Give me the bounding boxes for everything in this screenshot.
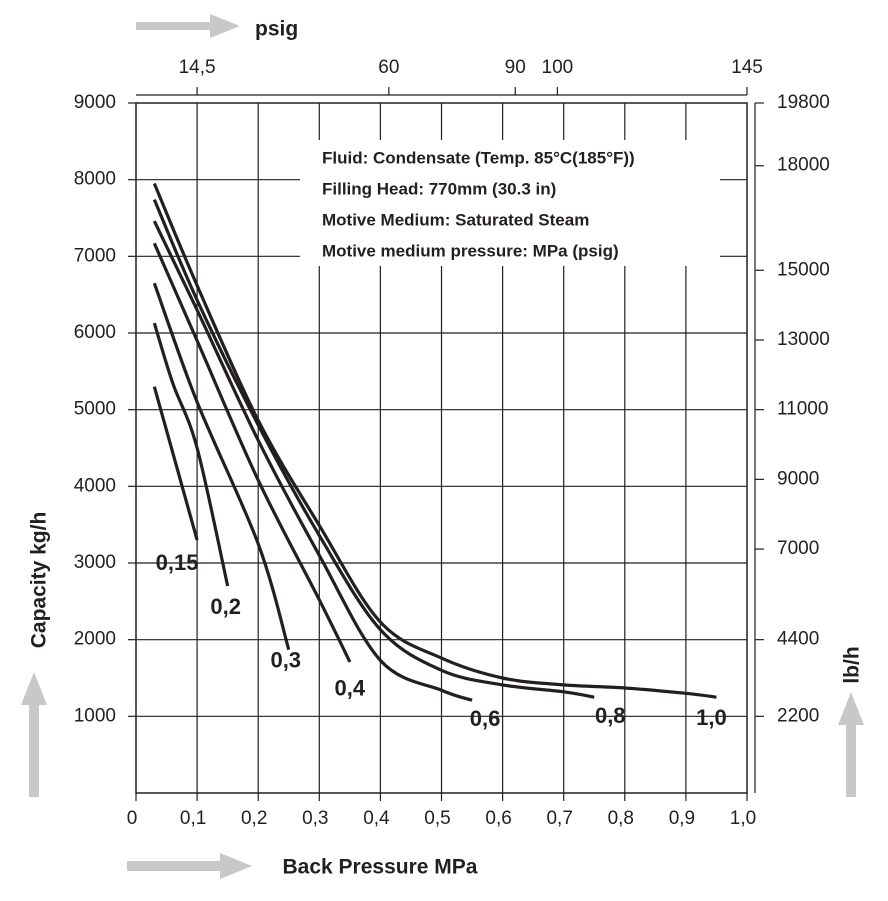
arrow — [136, 14, 240, 38]
annotation-box — [300, 140, 720, 266]
y-tick-label: 5000 — [74, 399, 116, 420]
x-tick-label: 0,3 — [302, 808, 328, 829]
y-tick-label: 2000 — [74, 629, 116, 650]
x2-tick-label: 145 — [731, 57, 763, 78]
y2-tick-label: 2200 — [777, 705, 819, 726]
curve — [152, 220, 473, 702]
x-tick-label: 0,9 — [669, 808, 695, 829]
curve-label: 0,4 — [335, 676, 366, 701]
y2-tick-label: 18000 — [777, 155, 830, 176]
y-tick-label: 3000 — [74, 552, 116, 573]
curve-label: 1,0 — [696, 705, 727, 730]
x-tick-label: 1,0 — [730, 808, 756, 829]
curve — [152, 282, 291, 651]
x2-tick-label: 14,5 — [179, 57, 216, 78]
plot-frame — [135, 102, 748, 794]
y2-tick-label: 9000 — [777, 468, 819, 489]
curve-label: 0,8 — [595, 703, 626, 728]
x-tick-label: 0,4 — [363, 808, 390, 829]
arrow — [127, 853, 252, 879]
curve — [152, 198, 595, 699]
x-axis-title: Back Pressure MPa — [283, 856, 478, 879]
y2-tick-label: 15000 — [777, 259, 830, 280]
x-tick-label: 0,1 — [180, 808, 206, 829]
curve — [152, 386, 199, 541]
y2-tick-label: 4400 — [777, 629, 819, 650]
x-tick-label: 0,2 — [241, 808, 267, 829]
curve — [152, 242, 352, 663]
x-tick-label: 0 — [127, 808, 138, 829]
y2-tick-label: 13000 — [777, 329, 830, 350]
x-tick-label: 0,6 — [485, 808, 511, 829]
x2-tick-label: 100 — [542, 57, 574, 78]
y2-tick-label: 11000 — [777, 399, 828, 420]
x-tick-label: 0,7 — [546, 808, 572, 829]
y-tick-label: 4000 — [74, 475, 116, 496]
curve — [152, 322, 230, 587]
curve-label: 0,6 — [470, 706, 501, 731]
y2-tick-label: 19800 — [777, 92, 830, 113]
annotation: Motive medium pressure: MPa (psig) — [322, 241, 619, 260]
y-tick-label: 6000 — [74, 322, 116, 343]
arrow — [838, 692, 864, 797]
y-tick-label: 7000 — [74, 245, 116, 266]
y2-axis-title: lb/h — [841, 646, 864, 683]
annotation: Filling Head: 770mm (30.3 in) — [322, 179, 556, 198]
y2-tick-label: 7000 — [777, 538, 819, 559]
x2-tick-label: 60 — [378, 57, 399, 78]
annotation: Motive Medium: Saturated Steam — [322, 210, 589, 229]
y-tick-label: 8000 — [74, 169, 116, 190]
y-axis-title: Capacity kg/h — [28, 512, 51, 649]
y-tick-label: 1000 — [74, 705, 116, 726]
curve-label: 0,2 — [210, 594, 241, 619]
y-tick-label: 9000 — [74, 92, 116, 113]
x2-axis-title: psig — [255, 18, 298, 41]
curve-label: 0,3 — [270, 647, 301, 672]
x-tick-label: 0,5 — [424, 808, 450, 829]
arrow — [21, 672, 47, 797]
x-tick-label: 0,8 — [608, 808, 634, 829]
x2-tick-label: 90 — [505, 57, 526, 78]
curve — [152, 182, 717, 699]
annotation: Fluid: Condensate (Temp. 85°C(185°F)) — [322, 148, 635, 167]
curve-label: 0,15 — [156, 550, 199, 575]
